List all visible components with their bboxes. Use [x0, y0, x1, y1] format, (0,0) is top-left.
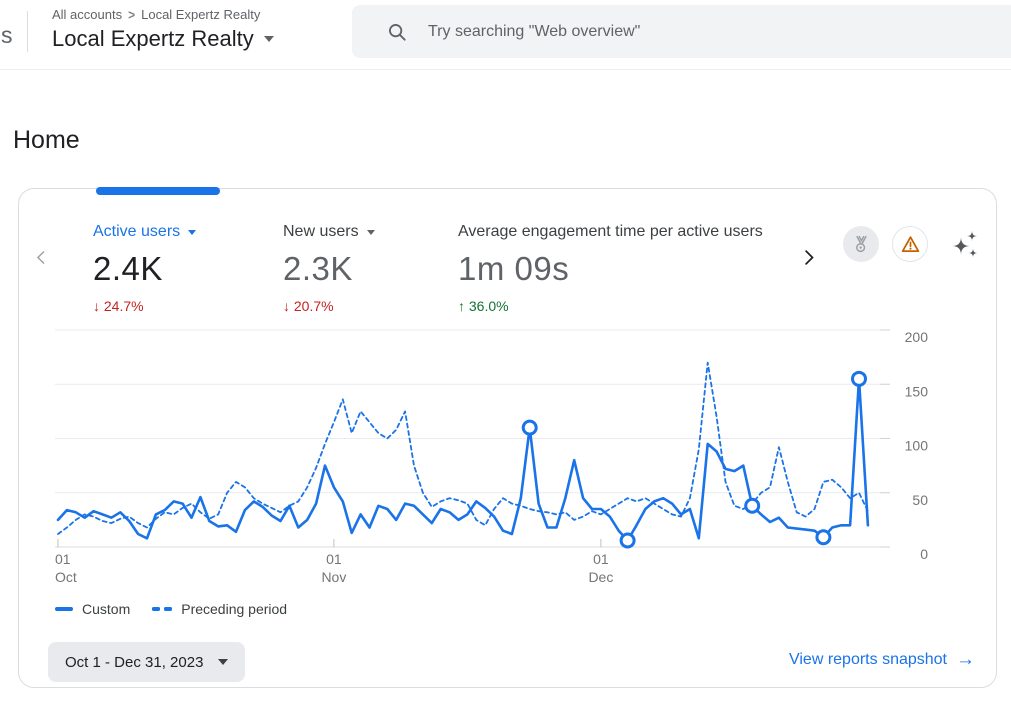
svg-text:0: 0 [920, 546, 928, 562]
dropdown-caret-icon [366, 229, 375, 235]
arrow-down-icon: ↓ [283, 298, 290, 314]
top-bar: s All accounts > Local Expertz Realty Lo… [0, 0, 1011, 70]
property-name: Local Expertz Realty [52, 26, 254, 51]
carousel-indicator [96, 187, 220, 195]
legend-item-preceding-period: Preceding period [152, 601, 287, 617]
search-input[interactable] [428, 22, 948, 41]
metric-new-users: New users 2.3K ↓ 20.7% [283, 223, 458, 314]
svg-text:50: 50 [912, 492, 928, 508]
arrow-down-icon: ↓ [93, 298, 100, 314]
breadcrumb: All accounts > Local Expertz Realty [52, 6, 261, 23]
date-range-selector[interactable]: Oct 1 - Dec 31, 2023 [48, 642, 246, 682]
metric-selector-avg-engagement-time[interactable]: Average engagement time per active users [458, 223, 763, 240]
metric-value: 2.4K [93, 250, 163, 287]
dropdown-caret-icon [218, 659, 229, 665]
svg-text:01: 01 [326, 551, 342, 567]
chart-legend: Custom Preceding period [55, 601, 309, 617]
metric-delta: ↓ 24.7% [93, 298, 144, 314]
dropdown-caret-icon [263, 36, 274, 42]
carousel-next-button[interactable] [794, 243, 822, 271]
sparkles-icon [952, 230, 978, 257]
metric-delta: ↑ 36.0% [458, 298, 509, 314]
insights-button[interactable] [948, 227, 982, 261]
metric-selector-active-users[interactable]: Active users [93, 223, 281, 241]
timeseries-chart: 0 50 100 150 200 01 Oct 01 Nov 01 Dec [55, 329, 929, 585]
dropdown-caret-icon [188, 229, 197, 235]
svg-text:01: 01 [593, 551, 609, 567]
svg-text:200: 200 [905, 329, 929, 345]
metric-delta: ↓ 20.7% [283, 298, 334, 314]
svg-text:01: 01 [55, 551, 71, 567]
metric-value: 2.3K [283, 250, 353, 287]
warning-triangle-icon [901, 235, 919, 252]
medal-badge-icon [855, 235, 867, 252]
svg-text:150: 150 [905, 383, 929, 399]
legend-item-custom: Custom [55, 601, 130, 617]
search-icon [389, 23, 406, 41]
carousel-previous-button[interactable] [27, 243, 55, 271]
breadcrumb-separator-icon: > [128, 6, 136, 23]
arrow-up-icon: ↑ [458, 298, 465, 314]
metric-value: 1m 09s [458, 250, 570, 287]
metric-selector-new-users[interactable]: New users [283, 223, 456, 241]
chevron-left-icon [36, 250, 44, 264]
dashed-line-swatch-icon [152, 607, 173, 611]
property-switcher[interactable]: Local Expertz Realty [52, 26, 274, 52]
svg-text:Nov: Nov [321, 569, 346, 585]
svg-text:Oct: Oct [55, 569, 77, 585]
home-overview-card: Active users 2.4K ↓ 24.7% New users 2.3K… [18, 187, 997, 688]
logo-text-fragment: s [1, 22, 13, 48]
alert-badge-button[interactable] [892, 226, 928, 262]
solid-line-swatch-icon [55, 607, 73, 611]
view-reports-snapshot-link[interactable]: View reports snapshot → [788, 649, 975, 670]
metric-avg-engagement-time: Average engagement time per active users… [458, 223, 790, 314]
header-divider [27, 11, 28, 52]
arrow-right-icon: → [956, 649, 975, 670]
svg-text:Dec: Dec [588, 569, 613, 585]
breadcrumb-all-accounts[interactable]: All accounts [52, 7, 123, 22]
breadcrumb-property[interactable]: Local Expertz Realty [141, 7, 261, 22]
page-title: Home [13, 126, 80, 154]
chevron-right-icon [804, 249, 814, 265]
metric-active-users: Active users 2.4K ↓ 24.7% [93, 223, 283, 314]
metric-carousel: Active users 2.4K ↓ 24.7% New users 2.3K… [93, 223, 790, 314]
benchmarking-badge-button[interactable] [843, 226, 879, 262]
search-bar[interactable] [352, 5, 1011, 58]
svg-text:100: 100 [905, 438, 929, 454]
